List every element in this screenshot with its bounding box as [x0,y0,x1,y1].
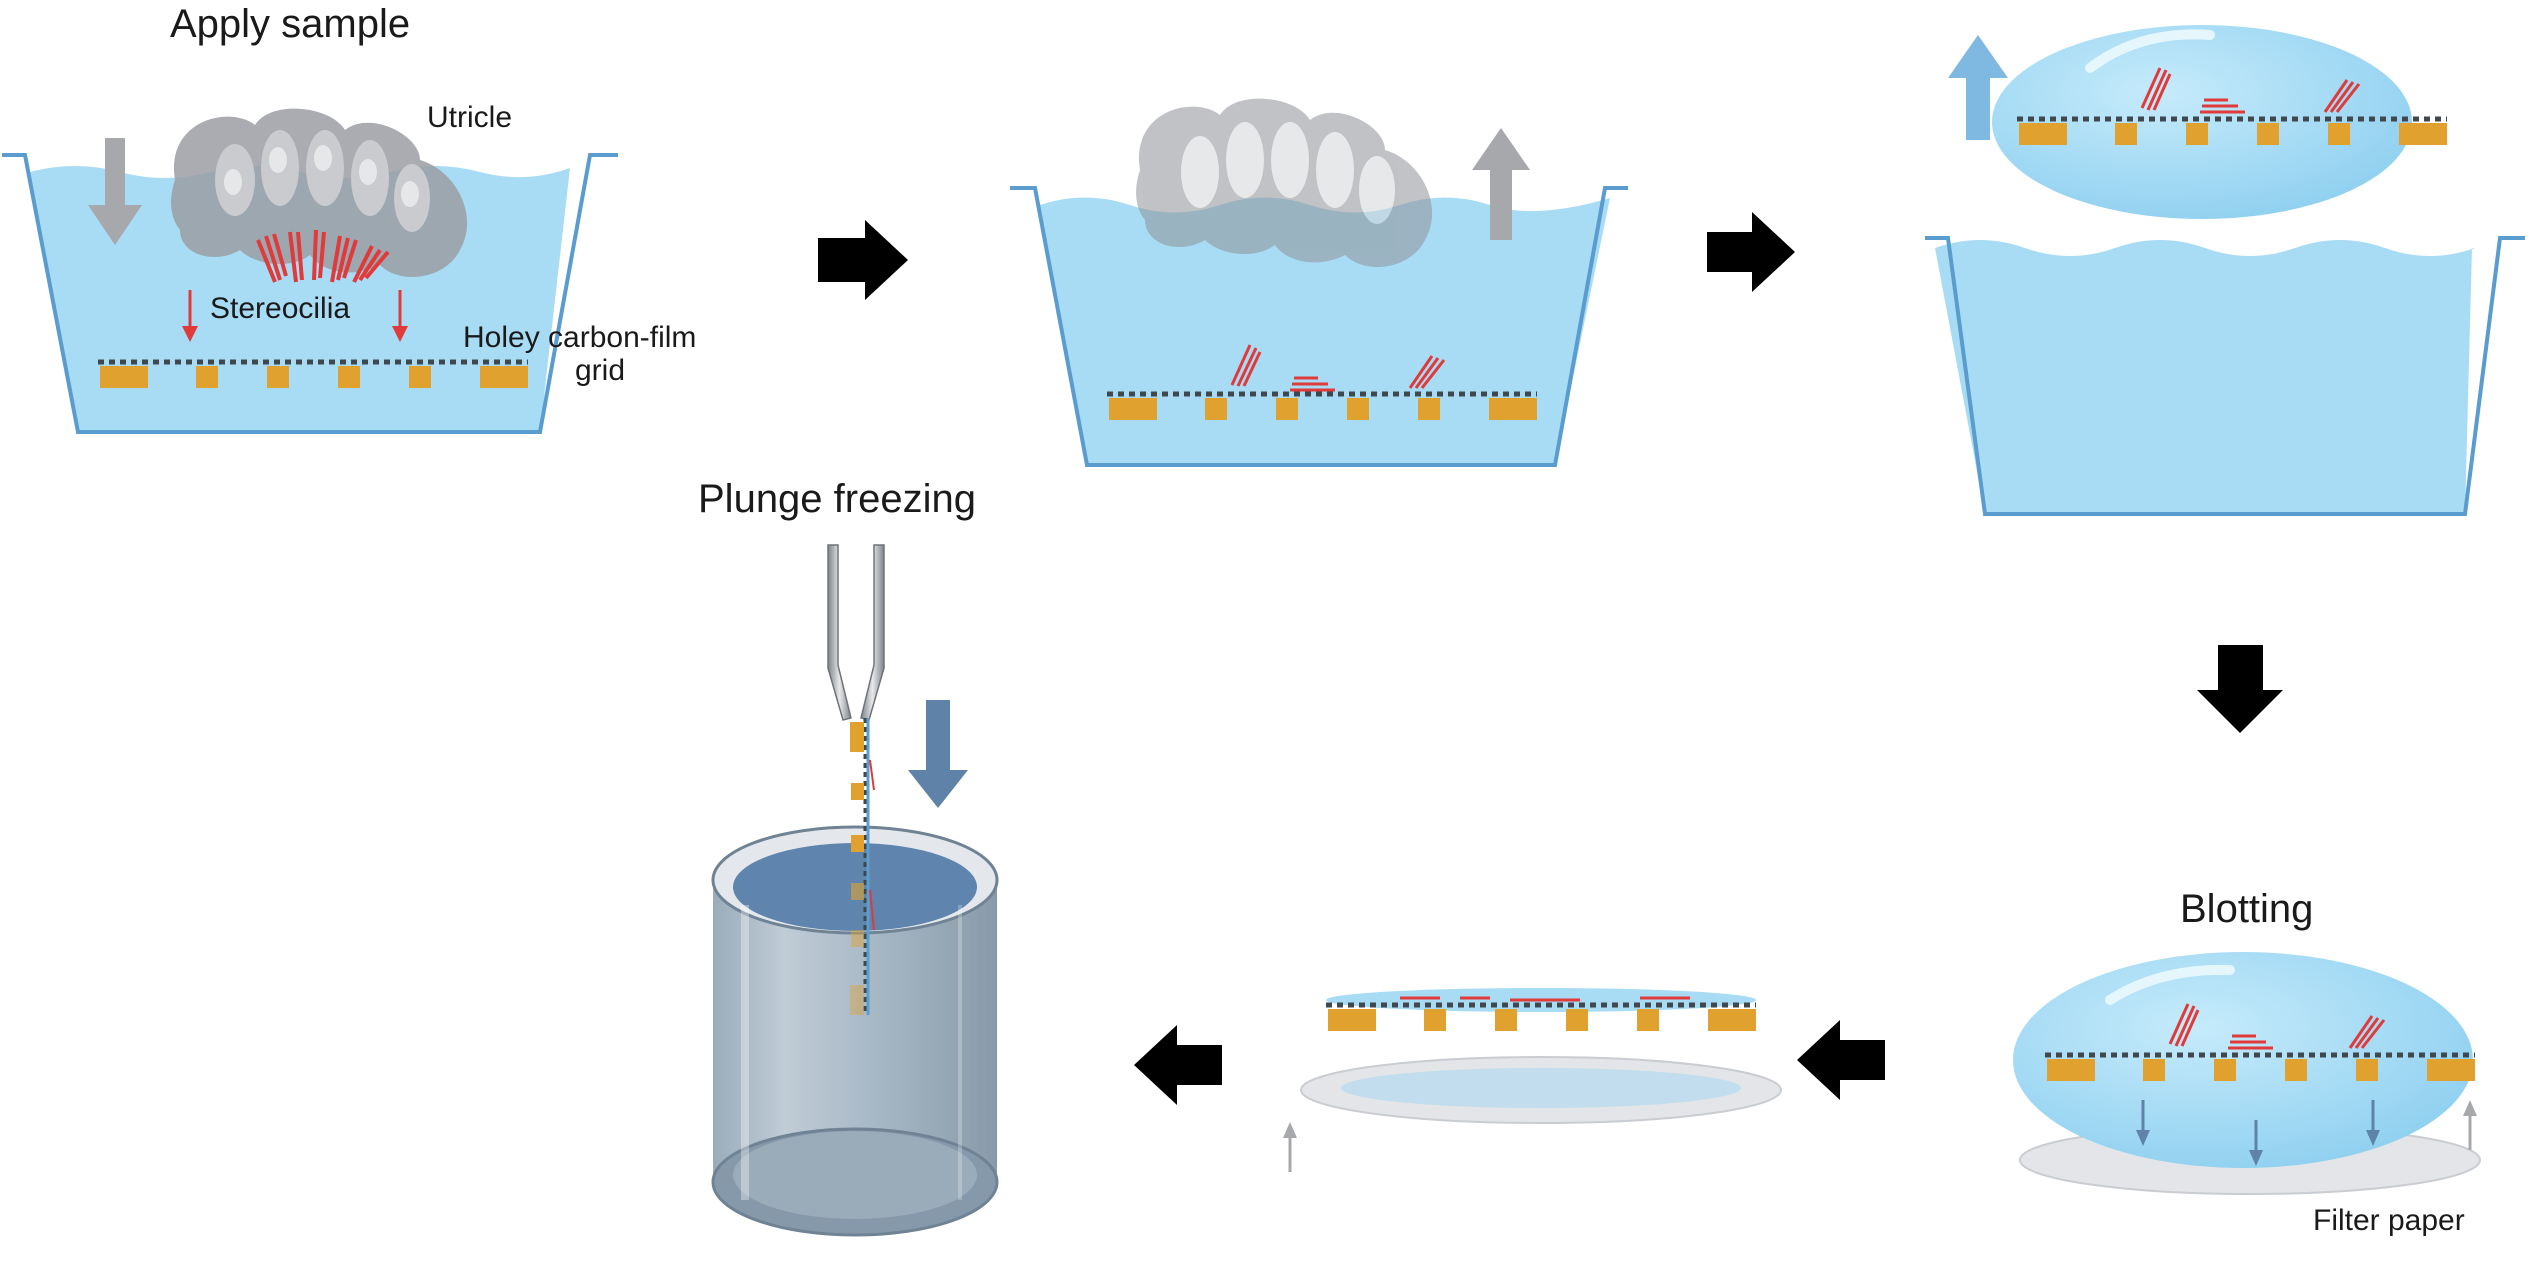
label-filter-paper: Filter paper [2313,1204,2465,1237]
container-1 [2,153,618,434]
tweezers [827,544,885,721]
step-title-blotting: Blotting [2180,887,2313,931]
flattened-stereocilia [1400,996,1690,1002]
label-grid-line1: Holey carbon-film [463,321,696,354]
panel-apply-sample: Apply sample Utricle Stereo [2,2,696,434]
blot-down-arrows [2136,1100,2380,1166]
panel-blotted-grid [1283,988,1782,1172]
utricle-lifted [1136,98,1433,268]
label-stereocilia: Stereocilia [210,292,350,325]
process-arrow-2 [1707,212,1795,292]
lift-up-arrow-blue [1948,35,2008,140]
buffer-water-2 [1040,197,1610,465]
process-arrow-4 [1797,1020,1885,1100]
utricle-tissue [171,108,468,278]
panel-tissue-removal [1010,98,1628,467]
droplet-highlight-4 [2105,964,2235,1005]
process-arrow-5 [1134,1025,1222,1105]
label-grid-line2: grid [575,354,625,387]
droplet-highlight-3 [2085,29,2215,73]
adhered-stereocilia-4 [2168,1003,2386,1050]
blot-up-arrow-grey [2463,1100,2477,1150]
holey-carbon-grid-5 [1326,1002,1756,1031]
stereocilia-bundles [256,229,390,283]
lift-up-arrow-grey [1472,128,1530,240]
holey-carbon-grid-4 [2045,1052,2475,1081]
blot-up-arrow-grey-5 [1283,1122,1297,1172]
water-droplet-4 [2013,952,2473,1168]
panel-blotting: Blotting Filter paper [2013,887,2481,1237]
absorbed-liquid [1341,1068,1741,1108]
plunged-grid [850,718,875,1015]
process-arrow-3 [2197,645,2283,733]
buffer-water-3 [1935,240,2475,514]
adhered-stereocilia-3 [2140,67,2361,114]
water-droplet-3 [1992,25,2412,219]
holey-carbon-grid-3 [2017,116,2447,145]
holey-carbon-grid-2 [1107,391,1537,420]
step-title-plunge-freezing: Plunge freezing [698,477,976,521]
adhered-stereocilia-2 [1230,344,1446,392]
holey-carbon-grid-1 [98,359,528,388]
container-2 [1010,186,1628,467]
panel-grid-lift [1925,25,2525,516]
step-title-apply-sample: Apply sample [170,2,410,46]
container-3 [1925,236,2525,516]
plunge-down-arrow [908,700,968,808]
panel-plunge-freezing: Plunge freezing [698,477,999,1237]
stereocilia-down-arrows [182,290,408,342]
process-arrow-1 [818,220,908,300]
label-utricle: Utricle [427,101,512,134]
apply-down-arrow [88,138,142,245]
